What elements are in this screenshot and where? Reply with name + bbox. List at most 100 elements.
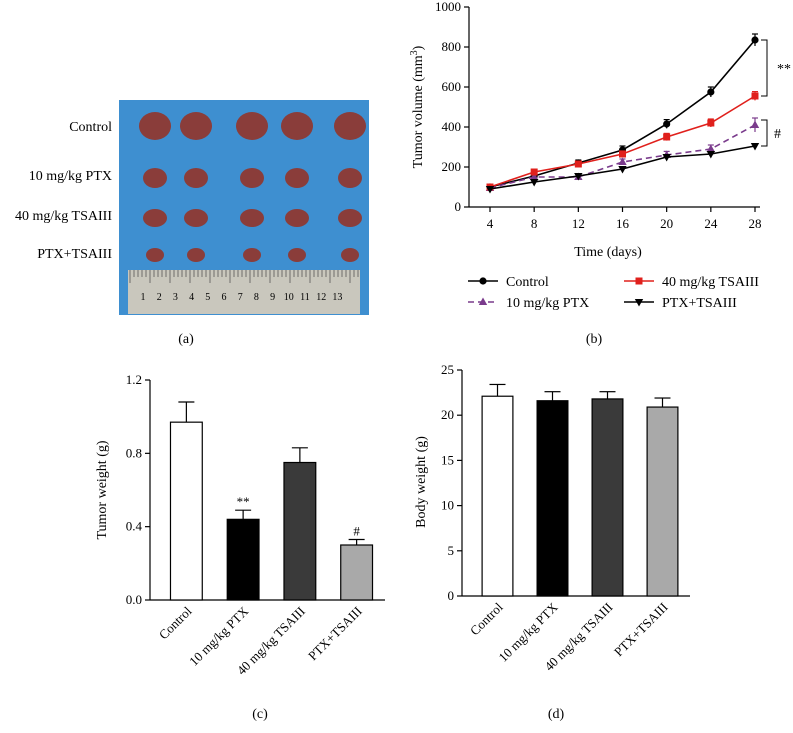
tumor-sample — [285, 209, 309, 227]
significance-mark: # — [774, 127, 781, 142]
legend-marker — [634, 299, 644, 307]
tumor-sample — [187, 248, 205, 262]
ruler — [128, 270, 360, 314]
ruler-number: 9 — [270, 292, 275, 303]
y-tick-label: 0 — [448, 588, 455, 603]
y-tick-label: 0.8 — [126, 445, 142, 460]
data-point — [574, 160, 582, 168]
tumor-sample — [184, 168, 208, 188]
significance-mark: # — [353, 524, 360, 539]
row-labels: Control 10 mg/kg PTX 40 mg/kg TSAIII PTX+TS… — [15, 120, 112, 262]
row-label-1: 10 mg/kg PTX — [29, 169, 112, 184]
data-point — [751, 92, 759, 100]
panel-label-d: (d) — [548, 707, 565, 722]
tumor-sample — [240, 209, 264, 227]
x-tick-label: 24 — [704, 216, 718, 231]
bar — [646, 406, 679, 597]
ruler-number: 6 — [222, 292, 227, 303]
tumor-sample — [146, 248, 164, 262]
bar — [226, 518, 260, 601]
significance-bracket — [761, 39, 768, 97]
bar — [340, 544, 374, 601]
ruler-number: 10 — [284, 292, 294, 303]
tumor-sample — [338, 168, 362, 188]
legend-label: 40 mg/kg TSAIII — [662, 275, 759, 290]
data-point — [663, 120, 671, 128]
x-tick-label: PTX+TSAIII — [305, 604, 365, 664]
y-tick-label: 200 — [442, 159, 462, 174]
ruler-number: 12 — [316, 292, 326, 303]
data-point — [485, 186, 495, 194]
x-tick-label: 20 — [660, 216, 673, 231]
tumor-volume-line-chart: 0 200 400 600 800 1000 4 8 12 16 20 24 28 Time (days)… — [409, 0, 792, 311]
tumor-sample — [243, 248, 261, 262]
ruler-numbers: 1 2 3 4 5 6 7 8 9 10 11 12 13 — [141, 292, 343, 303]
tumor-sample — [139, 112, 171, 140]
ruler-number: 13 — [332, 292, 342, 303]
data-point — [529, 179, 539, 187]
bar — [591, 398, 624, 597]
tumor-sample — [338, 209, 362, 227]
x-tick-label: 28 — [749, 216, 762, 231]
y-tick-label: 400 — [442, 119, 462, 134]
data-point — [529, 172, 539, 180]
bar — [481, 395, 514, 597]
ruler-number: 1 — [141, 292, 146, 303]
x-tick-label: 4 — [487, 216, 494, 231]
tumor-sample — [240, 168, 264, 188]
tumor-photo-panel: 1 2 3 4 5 6 7 8 9 10 11 12 13 — [119, 100, 369, 315]
y-tick-label: 0.4 — [126, 519, 143, 534]
x-axis-label: Time (days) — [574, 245, 642, 260]
y-tick-label: 20 — [441, 407, 454, 422]
data-point — [750, 143, 760, 151]
panel-label-c: (c) — [252, 707, 268, 722]
legend-marker — [479, 277, 487, 285]
tumor-sample — [285, 168, 309, 188]
data-point — [618, 157, 627, 165]
row-label-0: Control — [69, 120, 112, 135]
row-label-2: 40 mg/kg TSAIII — [15, 209, 112, 224]
legend-entry: Control — [468, 275, 549, 290]
data-point — [662, 154, 671, 162]
legend-entry: 10 mg/kg PTX — [468, 296, 589, 311]
legend-entry: 40 mg/kg TSAIII — [624, 275, 759, 290]
y-tick-label: 600 — [442, 79, 462, 94]
y-tick-label: 5 — [448, 543, 455, 558]
panel-label-b: (b) — [586, 332, 603, 347]
bar — [283, 461, 317, 601]
tumor-sample — [288, 248, 306, 262]
y-axis-label: Tumor volume (mm3) — [409, 45, 427, 168]
y-axis-label: Tumor weight (g) — [95, 440, 110, 539]
data-point — [707, 119, 715, 127]
data-point — [750, 120, 760, 128]
x-tick-label: PTX+TSAIII — [611, 600, 671, 660]
tumor-sample — [184, 209, 208, 227]
y-tick-label: 1000 — [435, 0, 461, 14]
data-point — [663, 133, 671, 141]
ruler-number: 3 — [173, 292, 178, 303]
x-tick-label: 16 — [616, 216, 630, 231]
row-label-3: PTX+TSAIII — [37, 247, 112, 262]
ruler-number: 11 — [300, 292, 310, 303]
tumor-sample — [236, 112, 268, 140]
data-point — [574, 173, 583, 181]
x-tick-label: 12 — [572, 216, 585, 231]
data-point — [618, 166, 627, 174]
tumor-sample — [281, 112, 313, 140]
data-point — [619, 150, 626, 158]
data-point — [706, 144, 716, 152]
legend-marker — [478, 297, 488, 305]
data-point — [751, 36, 759, 44]
x-tick-label: 8 — [531, 216, 538, 231]
legend-marker — [635, 277, 643, 285]
ruler-number: 4 — [189, 292, 194, 303]
legend-label: PTX+TSAIII — [662, 296, 737, 311]
y-tick-label: 0.0 — [126, 592, 142, 607]
data-point — [706, 151, 716, 159]
data-point — [530, 168, 538, 176]
series-2 — [486, 90, 759, 191]
x-tick-label: Control — [467, 599, 506, 638]
